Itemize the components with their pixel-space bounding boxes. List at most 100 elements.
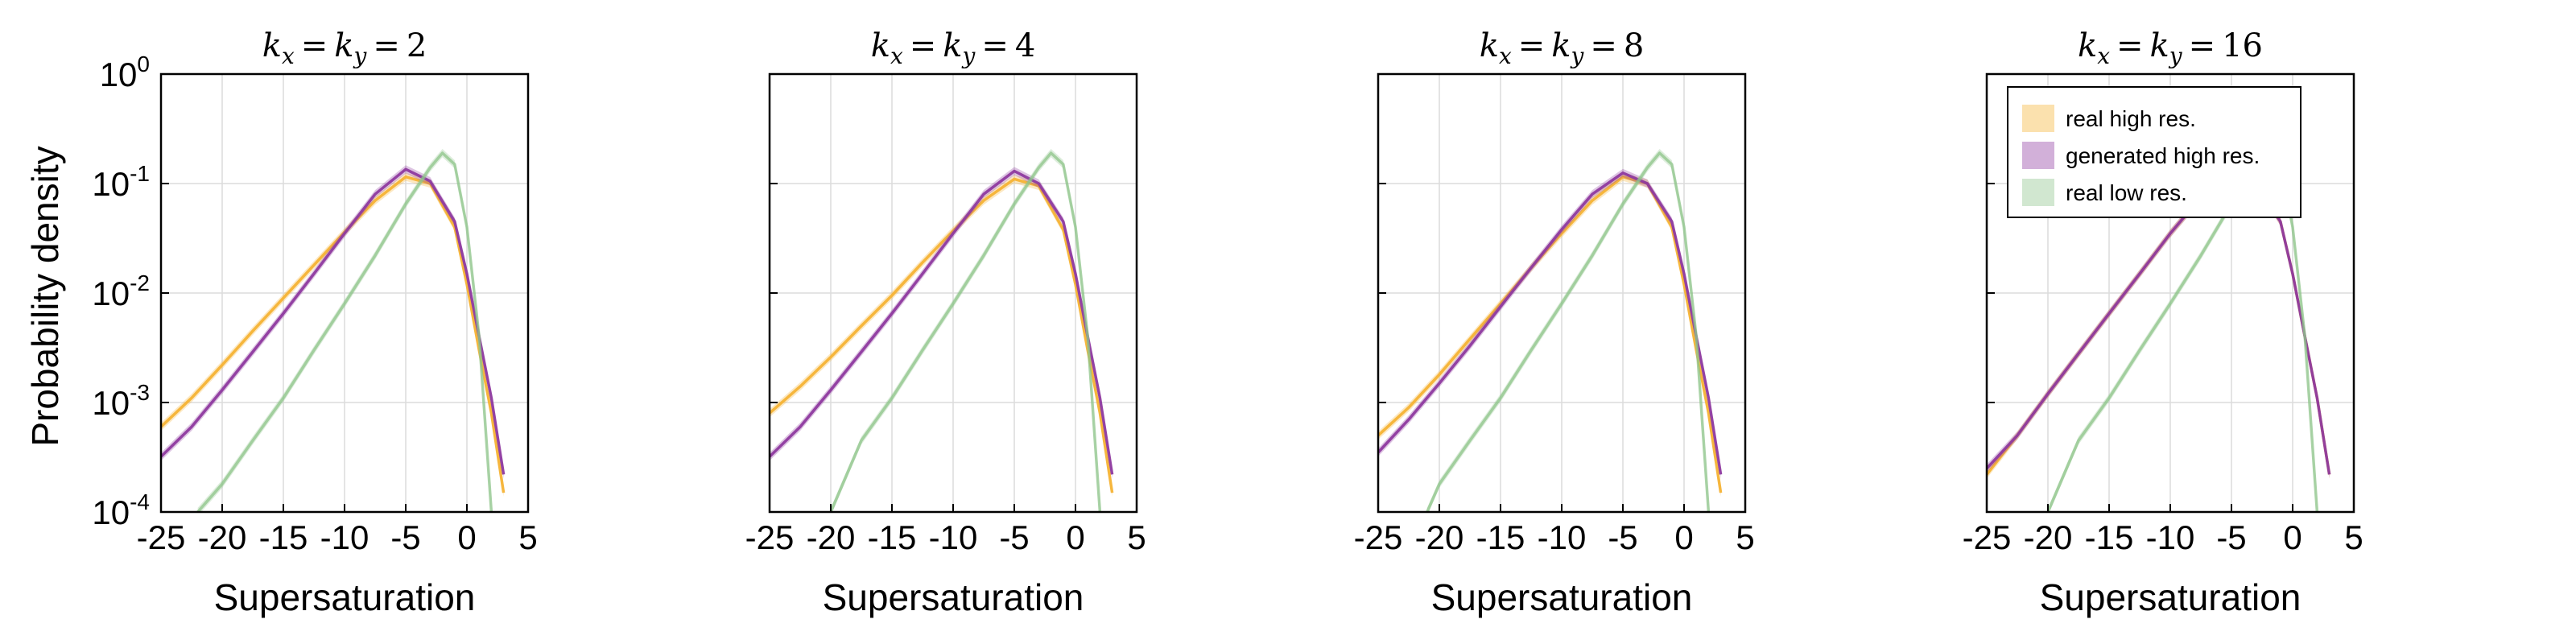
- title-k: k: [262, 27, 282, 64]
- y-axis-label-group: Probability density: [24, 146, 66, 446]
- x-tick-label: -25: [137, 518, 186, 556]
- y-tick-base: 10: [92, 165, 130, 203]
- series-line: [161, 175, 506, 493]
- title-k: k: [334, 27, 353, 64]
- title-value: 16: [2222, 27, 2263, 64]
- legend-swatch: [2022, 142, 2054, 169]
- title-equals: =: [1583, 27, 1624, 64]
- title-k: k: [2078, 27, 2097, 64]
- title-equals: =: [903, 27, 943, 64]
- legend-swatch: [2022, 105, 2054, 132]
- x-tick-label: -5: [999, 518, 1029, 556]
- legend-label: generated high res.: [2066, 143, 2260, 168]
- title-equals: =: [2182, 27, 2223, 64]
- y-tick-exponent: -1: [130, 161, 150, 186]
- y-tick-base: 10: [92, 275, 130, 312]
- y-tick-exponent: -2: [130, 270, 150, 295]
- title-subscript: x: [890, 43, 903, 69]
- panels: -25 -20 -15 -10 -5 0 510010-110-210-310-4Super…: [92, 27, 2363, 618]
- title-subscript: y: [961, 43, 976, 69]
- x-tick-label: -5: [2216, 518, 2246, 556]
- series-line: [1426, 151, 1711, 512]
- y-tick-exponent: -3: [130, 380, 150, 405]
- title-value: 2: [407, 27, 427, 64]
- x-tick-label: -25: [745, 518, 795, 556]
- x-tick-label: -25: [1963, 518, 2012, 556]
- x-tick-label: 5: [1736, 518, 1754, 556]
- x-tick-label: -15: [868, 518, 917, 556]
- title-equals: =: [295, 27, 335, 64]
- series-band: [831, 149, 1100, 512]
- title-k: k: [943, 27, 962, 64]
- y-axis-label: Probability density: [24, 146, 66, 446]
- legend-box: [2007, 86, 2301, 218]
- title-value: 4: [1015, 27, 1035, 64]
- x-tick-label: -15: [259, 518, 308, 556]
- y-tick-exponent: 0: [137, 52, 150, 76]
- y-tick-label: 10-1: [92, 161, 150, 203]
- title-subscript: y: [2168, 43, 2183, 69]
- panel-title: kx = ky = 16: [2078, 27, 2263, 69]
- x-tick-label: -20: [198, 518, 247, 556]
- x-tick-label: -10: [320, 518, 369, 556]
- panel-1: -25 -20 -15 -10 -5 0 510010-110-210-310-4Super…: [92, 27, 537, 618]
- x-axis-label: Supersaturation: [1431, 576, 1693, 618]
- panel-title: kx = ky = 4: [871, 27, 1036, 69]
- x-tick-label: 0: [457, 518, 476, 556]
- series-line: [1378, 175, 1723, 493]
- y-tick-label: 100: [100, 52, 150, 93]
- y-tick-base: 10: [92, 493, 130, 531]
- title-subscript: x: [1499, 43, 1512, 69]
- x-tick-label: -20: [2024, 518, 2073, 556]
- series-band: [1426, 149, 1709, 512]
- x-tick-label: -25: [1354, 518, 1403, 556]
- series-group: [161, 149, 506, 512]
- title-equals: =: [975, 27, 1015, 64]
- x-tick-label: -10: [1538, 518, 1587, 556]
- x-tick-label: 0: [1674, 518, 1693, 556]
- y-tick-exponent: -4: [130, 489, 150, 514]
- title-subscript: y: [353, 43, 368, 69]
- x-tick-label: -15: [2085, 518, 2134, 556]
- series-line: [770, 177, 1114, 493]
- panel-title: kx = ky = 2: [262, 27, 427, 69]
- x-tick-label: 0: [1066, 518, 1084, 556]
- title-subscript: x: [282, 43, 295, 69]
- x-tick-label: 5: [2344, 518, 2363, 556]
- series-line: [161, 167, 506, 475]
- series-group: [1378, 149, 1723, 512]
- y-tick-label: 10-4: [92, 489, 150, 531]
- title-k: k: [2150, 27, 2169, 64]
- y-tick-label: 10-2: [92, 270, 150, 312]
- legend-label: real low res.: [2066, 180, 2187, 205]
- x-tick-label: -20: [807, 518, 856, 556]
- series-line: [1378, 171, 1723, 475]
- title-k: k: [1480, 27, 1499, 64]
- x-tick-label: -15: [1476, 518, 1525, 556]
- legend: real high res. generated high res. real lo…: [2007, 86, 2301, 218]
- panel-title: kx = ky = 8: [1480, 27, 1645, 69]
- x-tick-label: 5: [518, 518, 537, 556]
- x-tick-label: -20: [1415, 518, 1464, 556]
- title-equals: =: [2110, 27, 2150, 64]
- title-subscript: x: [2097, 43, 2110, 69]
- x-tick-label: -10: [929, 518, 978, 556]
- series-line: [770, 169, 1114, 475]
- y-tick-label: 10-3: [92, 380, 150, 422]
- title-value: 8: [1624, 27, 1644, 64]
- x-tick-label: 5: [1127, 518, 1146, 556]
- title-equals: =: [366, 27, 407, 64]
- x-axis-label: Supersaturation: [2040, 576, 2301, 618]
- x-axis-label: Supersaturation: [214, 576, 476, 618]
- series-line: [196, 151, 493, 512]
- y-tick-base: 10: [100, 56, 138, 93]
- x-axis-label: Supersaturation: [823, 576, 1084, 618]
- title-k: k: [1551, 27, 1571, 64]
- series-line: [829, 151, 1102, 512]
- x-tick-label: -10: [2146, 518, 2195, 556]
- y-tick-base: 10: [92, 384, 130, 422]
